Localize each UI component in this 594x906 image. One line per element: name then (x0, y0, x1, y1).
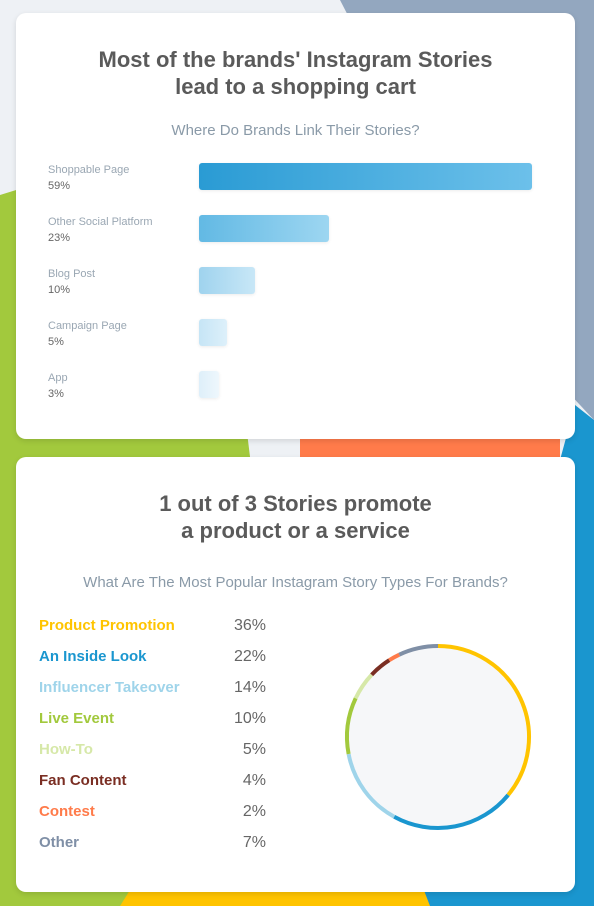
bar-value-label: 23% (48, 232, 71, 244)
bar (199, 215, 329, 242)
legend-item-value: 14% (233, 679, 266, 696)
legend-item-label: Contest (39, 803, 95, 820)
bar-value-label: 59% (48, 180, 71, 192)
legend-item-label: Product Promotion (39, 617, 175, 634)
bar-category-label: Other Social Platform (48, 216, 153, 228)
card1-title-line1: Most of the brands' Instagram Stories (98, 47, 493, 72)
bar (199, 267, 255, 294)
legend-item-value: 7% (242, 834, 266, 851)
donut-slice (398, 644, 439, 657)
story-types-card: 1 out of 3 Stories promote a product or … (16, 457, 575, 892)
legend-item-value: 5% (242, 741, 266, 758)
legend-item-value: 36% (233, 617, 266, 634)
bar-category-label: Shoppable Page (48, 164, 130, 176)
legend-item-label: Other (39, 834, 80, 851)
donut-slice (346, 753, 396, 819)
bar-category-label: Campaign Page (48, 320, 127, 332)
legend-item-label: An Inside Look (39, 648, 147, 665)
legend-item-label: Live Event (39, 710, 115, 727)
bar (199, 319, 227, 346)
bar (199, 371, 219, 398)
card1-title-line2: lead to a shopping cart (175, 74, 416, 99)
donut-slice (370, 658, 391, 677)
donut-chart (345, 644, 531, 830)
donut-slice (437, 644, 531, 797)
legend-item-label: Fan Content (39, 772, 127, 789)
bar-value-label: 10% (48, 284, 71, 296)
legend-item-value: 4% (242, 772, 266, 789)
legend-item-label: How-To (39, 741, 93, 758)
bar-category-label: App (48, 372, 68, 384)
card2-subtitle: What Are The Most Popular Instagram Stor… (83, 574, 508, 591)
link-destination-card: Most of the brands' Instagram Stories le… (16, 13, 575, 439)
donut-center (349, 648, 527, 826)
bar-category-label: Blog Post (48, 268, 96, 280)
donut-slice (393, 793, 510, 830)
legend-item-value: 22% (233, 648, 266, 665)
legend-item-value: 2% (242, 803, 266, 820)
bar (199, 163, 532, 190)
donut-slice (345, 697, 358, 755)
bar-value-label: 3% (48, 388, 64, 400)
donut-slice (388, 652, 401, 662)
card1-subtitle: Where Do Brands Link Their Stories? (171, 122, 420, 139)
donut-slice (353, 673, 374, 700)
card2-title-line2: a product or a service (181, 518, 410, 543)
card2-title-line1: 1 out of 3 Stories promote (159, 491, 432, 516)
legend-item-value: 10% (233, 710, 266, 727)
legend-item-label: Influencer Takeover (39, 679, 180, 696)
bar-value-label: 5% (48, 336, 64, 348)
